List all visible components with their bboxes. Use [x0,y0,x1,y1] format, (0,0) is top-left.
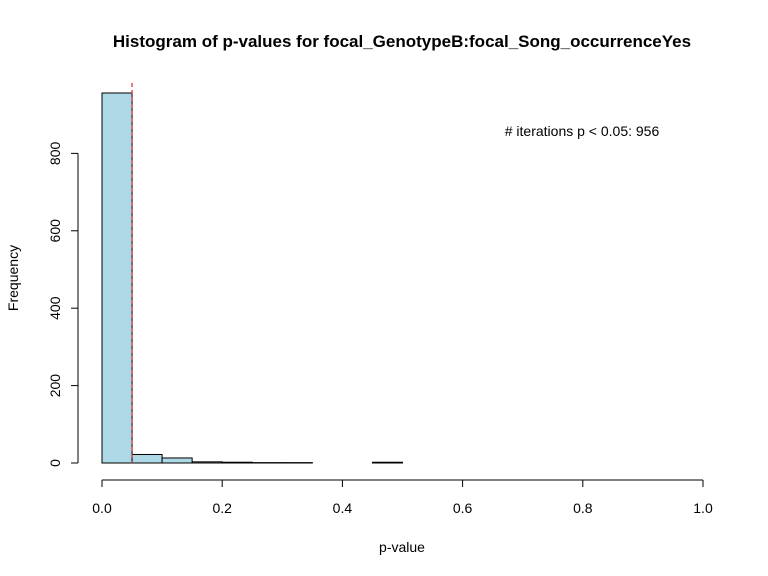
x-tick-label: 0.8 [573,500,593,516]
x-axis: 0.0 0.2 0.4 0.6 0.8 1.0 [92,479,713,516]
chart-title: Histogram of p-values for focal_Genotype… [113,32,691,51]
x-tick-label: 1.0 [693,500,713,516]
x-axis-label: p-value [379,539,425,555]
y-tick-label: 400 [47,296,63,320]
x-tick-label: 0.2 [212,500,232,516]
histogram-bar [371,461,404,464]
histogram-bars [101,92,404,464]
y-tick-label: 200 [47,374,63,398]
y-tick-label: 800 [47,141,63,165]
y-axis-label: Frequency [5,245,21,311]
y-tick-label: 0 [47,459,63,467]
histogram-bar [221,461,253,464]
y-axis: 0 200 400 600 800 [47,141,79,467]
y-tick-label: 600 [47,219,63,243]
x-tick-label: 0.4 [333,500,353,516]
histogram-bar [191,461,223,464]
significance-annotation: # iterations p < 0.05: 956 [505,123,660,139]
x-tick-label: 0.0 [92,500,112,516]
histogram-bar [131,453,163,464]
histogram-bar [101,92,133,464]
x-tick-label: 0.6 [453,500,473,516]
histogram-bar [161,457,193,464]
